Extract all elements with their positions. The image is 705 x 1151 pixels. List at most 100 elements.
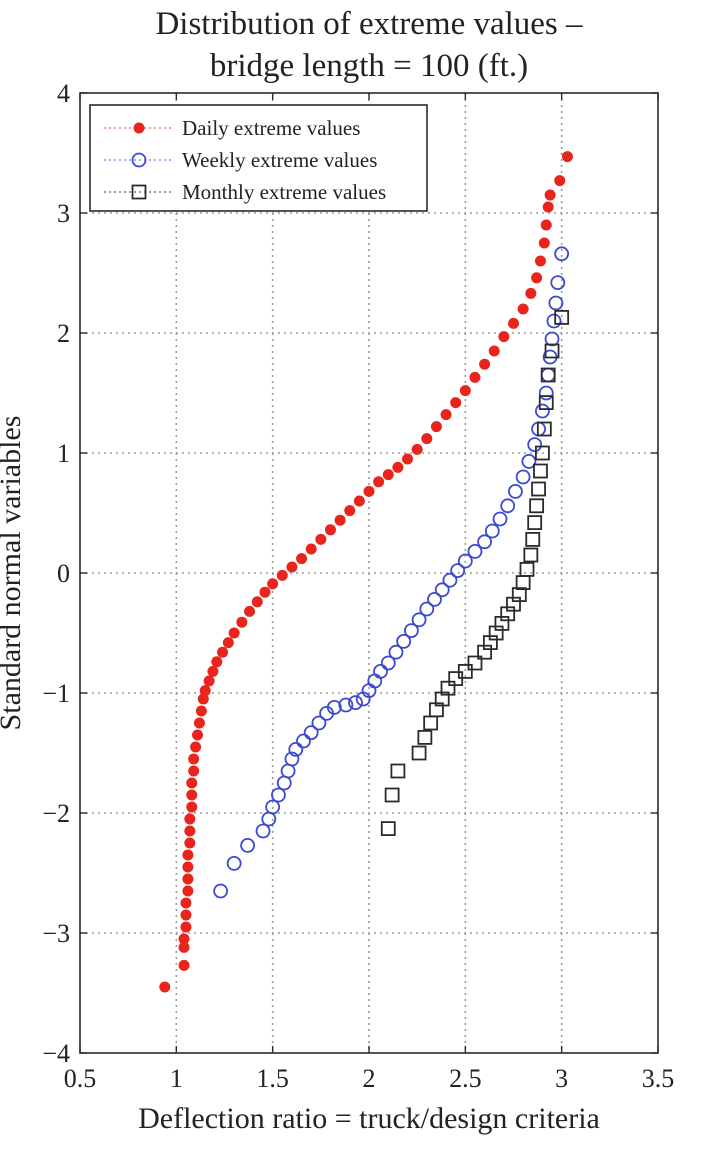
data-point <box>457 664 473 679</box>
data-point <box>430 421 442 433</box>
data-point <box>303 725 319 740</box>
data-point <box>344 505 356 517</box>
data-point <box>373 664 388 679</box>
data-point <box>544 189 556 201</box>
data-point <box>548 295 564 311</box>
data-point <box>188 765 200 777</box>
data-point <box>450 397 462 409</box>
data-point <box>192 729 204 741</box>
data-point <box>217 646 229 658</box>
x-tick-label: 2 <box>363 1064 376 1093</box>
data-point <box>353 495 365 507</box>
data-point <box>527 515 543 530</box>
data-point <box>521 453 537 469</box>
data-point <box>427 592 442 607</box>
data-point <box>492 511 508 527</box>
data-point <box>326 700 342 715</box>
data-point <box>477 534 493 550</box>
data-point <box>271 787 286 803</box>
data-point <box>226 856 242 871</box>
data-point <box>423 715 439 731</box>
data-point <box>403 623 419 638</box>
data-point <box>178 933 190 945</box>
data-point <box>508 483 523 499</box>
data-points <box>159 151 573 993</box>
data-point <box>195 705 207 717</box>
y-tick-label: −2 <box>42 799 70 828</box>
y-axis-label: Standard normal variables <box>0 416 27 731</box>
y-tick-label: −1 <box>42 679 70 708</box>
data-point <box>531 272 543 284</box>
data-point <box>311 715 327 731</box>
data-point <box>479 358 491 370</box>
data-point <box>284 751 300 767</box>
data-point <box>411 745 427 761</box>
data-point <box>467 655 483 671</box>
data-point <box>251 596 263 608</box>
data-point <box>419 601 435 617</box>
data-point <box>384 787 400 803</box>
data-point <box>498 331 510 343</box>
data-point <box>421 433 433 445</box>
data-point <box>442 572 458 588</box>
data-point <box>363 485 375 497</box>
data-point <box>296 733 311 749</box>
data-point <box>540 367 556 383</box>
data-point <box>536 421 552 437</box>
data-point <box>180 897 192 909</box>
data-point <box>180 921 192 933</box>
y-tick-label: −4 <box>42 1039 70 1068</box>
data-point <box>500 498 516 514</box>
x-tick-label: 3 <box>555 1064 568 1093</box>
data-point <box>488 345 500 357</box>
data-point <box>259 586 271 598</box>
legend-label: Weekly extreme values <box>182 148 377 172</box>
data-point <box>186 801 198 813</box>
data-point <box>280 763 296 779</box>
legend: Daily extreme values Weekly extreme value… <box>89 104 428 212</box>
data-point <box>544 331 560 347</box>
data-point <box>315 533 327 545</box>
y-tick-label: 2 <box>57 319 70 348</box>
data-point <box>515 575 531 590</box>
series-2-points <box>380 309 570 836</box>
data-point <box>186 777 198 789</box>
data-point <box>388 644 404 660</box>
data-point <box>199 685 211 697</box>
data-point <box>305 543 317 555</box>
data-point <box>240 838 256 853</box>
data-point <box>382 469 394 481</box>
data-point <box>538 395 554 411</box>
data-point <box>535 445 550 461</box>
data-point <box>396 634 412 649</box>
data-point <box>207 665 219 677</box>
x-tick-label: 2.5 <box>449 1064 482 1093</box>
data-point <box>228 627 240 639</box>
legend-marker <box>131 184 147 200</box>
data-point <box>457 553 473 569</box>
chart-title-line-2: bridge length = 100 (ft.) <box>210 48 528 84</box>
legend-marker <box>133 122 145 134</box>
data-point <box>184 837 196 849</box>
data-point <box>392 461 404 473</box>
data-point <box>515 469 531 485</box>
x-tick-label: 1.5 <box>256 1064 289 1093</box>
data-point <box>535 403 550 419</box>
x-tick-label: 1 <box>170 1064 183 1093</box>
data-point <box>508 317 519 329</box>
data-point <box>184 825 196 837</box>
legend-marker <box>131 152 147 168</box>
y-axis-ticks: −4 −3 −2 −1 0 1 2 3 4 <box>42 79 658 1068</box>
y-tick-label: 0 <box>57 559 70 588</box>
data-point <box>542 201 554 213</box>
data-point <box>538 385 554 401</box>
data-point <box>380 821 396 836</box>
legend-label: Monthly extreme values <box>182 180 386 204</box>
data-point <box>178 941 190 953</box>
data-point <box>540 367 556 383</box>
x-tick-label: 0.5 <box>64 1064 97 1093</box>
data-point <box>180 909 192 921</box>
data-point <box>450 563 466 578</box>
data-point <box>288 742 304 757</box>
